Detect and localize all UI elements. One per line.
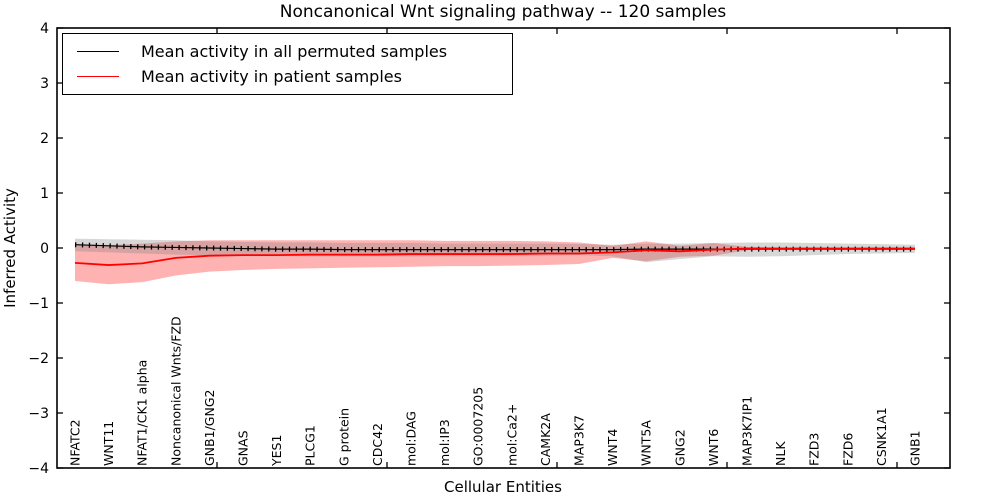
x-category-label: WNT5A (639, 420, 654, 466)
patient-std-band (75, 240, 915, 285)
y-tick-label: 1 (40, 186, 49, 202)
x-axis-label: Cellular Entities (444, 478, 562, 496)
x-category-label: mol:DAG (404, 411, 419, 466)
legend-box: Mean activity in all permuted samples Me… (62, 33, 513, 95)
x-category-label: WNT4 (605, 429, 620, 466)
x-category-label: YES1 (269, 435, 284, 467)
patient-mean-line (74, 247, 915, 266)
x-category-label: G protein (336, 408, 351, 466)
y-tick-label: 0 (40, 241, 49, 257)
legend-item-patient: Mean activity in patient samples (77, 67, 512, 86)
x-category-label: NFAT1/CK1 alpha (135, 360, 150, 466)
permuted-std-band (75, 238, 915, 263)
y-tick-label: 3 (40, 76, 49, 92)
x-category-label: CDC42 (370, 423, 385, 466)
x-category-label: PLCG1 (303, 425, 318, 466)
y-tick-label: −4 (28, 461, 49, 477)
legend-item-permuted: Mean activity in all permuted samples (77, 42, 512, 61)
x-category-label: Noncanonical Wnts/FZD (168, 316, 183, 466)
x-category-label: mol:Ca2+ (504, 404, 519, 466)
x-category-label: CSNK1A1 (874, 407, 889, 466)
x-category-label: NFATC2 (68, 419, 83, 466)
legend-label-permuted: Mean activity in all permuted samples (141, 42, 448, 61)
x-category-label: FZD6 (840, 433, 855, 466)
x-category-label: GNG2 (672, 429, 687, 466)
plot-area: −4 −3 −2 −1 0 1 2 3 4 NFATC2 WNT11 NFAT1/CK1 alpha N… (28, 21, 951, 477)
y-tick-label: −2 (28, 351, 49, 367)
x-category-label: GNAS (236, 430, 251, 466)
x-category-label: GO:0007205 (471, 387, 486, 466)
x-category-label: FZD3 (807, 433, 822, 466)
legend-label-patient: Mean activity in patient samples (141, 67, 402, 86)
x-category-label: CAMK2A (538, 413, 553, 466)
chart-title: Noncanonical Wnt signaling pathway -- 12… (280, 2, 727, 22)
y-tick-label: −1 (28, 296, 49, 312)
x-category-label: GNB1/GNG2 (202, 390, 217, 466)
x-category-label: MAP3K7IP1 (740, 396, 755, 466)
x-category-label: mol:IP3 (437, 419, 452, 466)
y-tick-label: 4 (40, 21, 49, 37)
patient-line-swatch (77, 76, 119, 77)
x-category-label: GNB1 (908, 430, 923, 466)
y-axis-label: Inferred Activity (1, 188, 19, 308)
x-category-label: WNT11 (101, 421, 116, 466)
permuted-line-swatch (77, 51, 119, 52)
x-category-label: NLK (773, 441, 788, 466)
x-category-label: MAP3K7 (572, 415, 587, 466)
x-category-label: WNT6 (706, 429, 721, 466)
y-tick-label: 2 (40, 131, 49, 147)
y-tick-label: −3 (28, 406, 49, 422)
